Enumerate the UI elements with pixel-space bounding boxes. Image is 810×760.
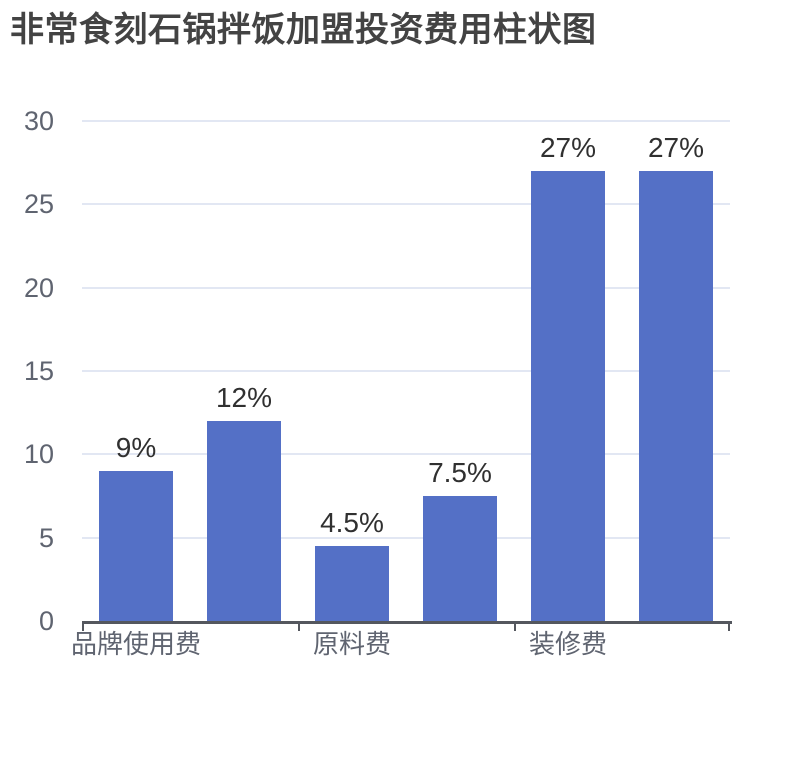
bar-value-label: 12% bbox=[215, 382, 273, 413]
gridline bbox=[82, 203, 730, 206]
bar bbox=[639, 171, 713, 621]
bar bbox=[423, 496, 497, 621]
gridline bbox=[82, 370, 730, 372]
y-axis-tick-label: 20 bbox=[23, 272, 54, 303]
bar-value-label: 27% bbox=[647, 132, 705, 163]
gridline bbox=[82, 120, 730, 122]
bar bbox=[207, 421, 281, 621]
gridline bbox=[82, 536, 730, 539]
y-axis-tick-label: 5 bbox=[38, 522, 54, 553]
x-axis-line bbox=[82, 621, 732, 624]
plot-area: 0 5 10 15 20 25 30 9% 12% 4.5% 7.5% 27% 27% 品牌使用费 原料费 装… bbox=[24, 107, 732, 659]
x-axis-tick bbox=[514, 621, 516, 631]
y-axis-tick-label: 15 bbox=[23, 356, 54, 386]
bar-value-label: 4.5% bbox=[320, 507, 384, 538]
x-axis-category-label: 原料费 bbox=[312, 629, 391, 659]
y-axis-tick-label: 0 bbox=[38, 606, 54, 636]
x-axis-tick bbox=[728, 621, 730, 631]
y-axis-tick-label: 30 bbox=[23, 106, 54, 136]
bar-value-label: 9% bbox=[115, 432, 157, 463]
x-axis-tick bbox=[298, 621, 300, 631]
chart-title: 非常食刻石锅拌饭加盟投资费用柱状图 bbox=[10, 11, 597, 49]
bar bbox=[531, 171, 605, 621]
x-axis-tick bbox=[82, 621, 84, 631]
gridline bbox=[82, 453, 730, 456]
bar bbox=[99, 471, 173, 621]
bar bbox=[315, 546, 389, 621]
y-axis-tick-label: 25 bbox=[23, 189, 54, 220]
x-axis-category-label: 品牌使用费 bbox=[70, 629, 201, 659]
bar-value-label: 27% bbox=[539, 132, 597, 163]
y-axis-tick-label: 10 bbox=[23, 439, 54, 470]
x-axis-category-label: 装修费 bbox=[528, 629, 607, 659]
bar-value-label: 7.5% bbox=[428, 457, 492, 488]
gridline bbox=[82, 286, 730, 289]
